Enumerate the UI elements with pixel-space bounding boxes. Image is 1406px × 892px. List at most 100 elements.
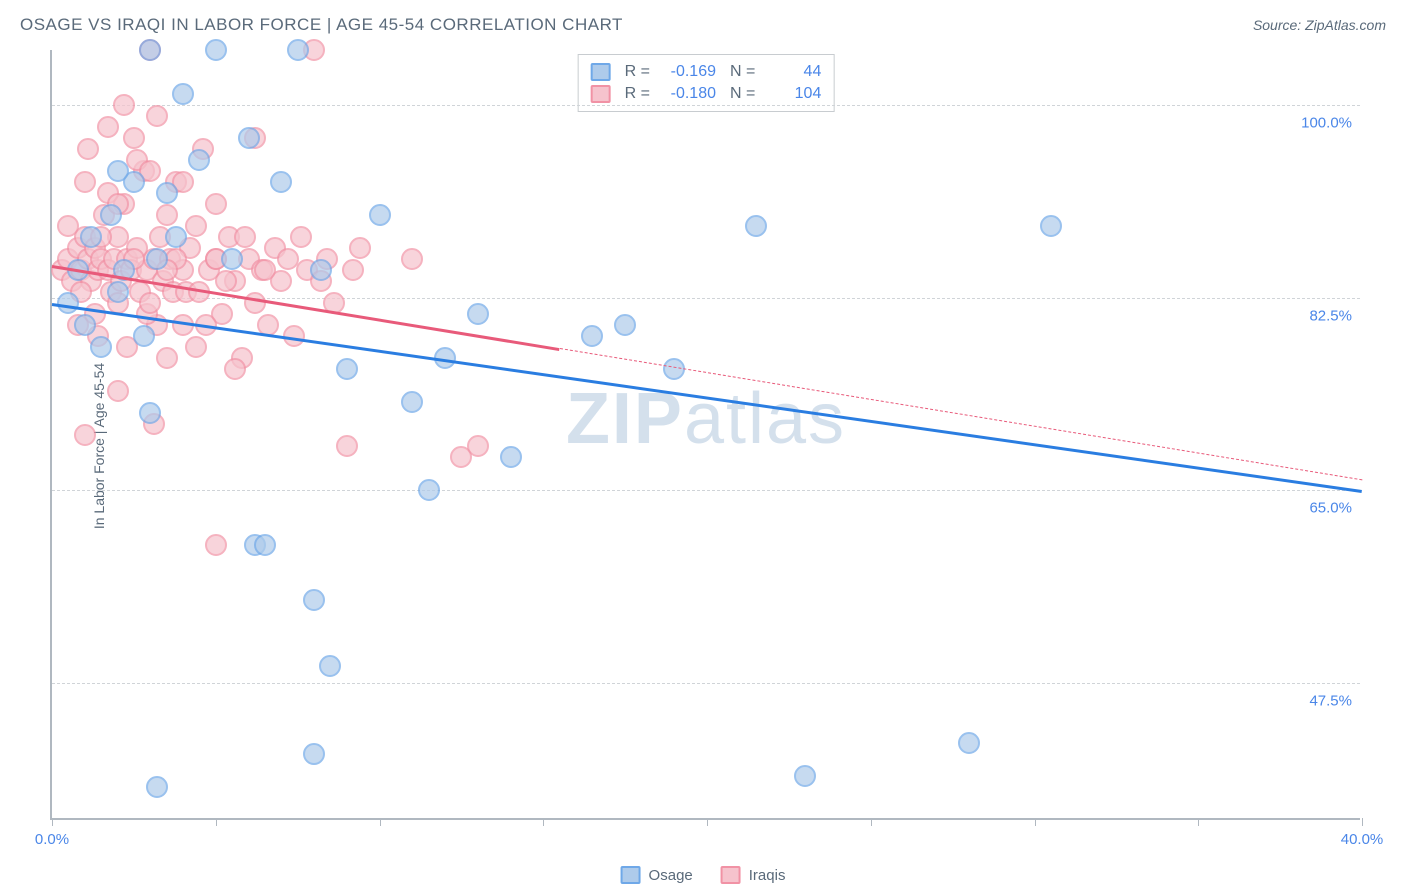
- scatter-point: [133, 325, 155, 347]
- scatter-point: [270, 171, 292, 193]
- stat-r-label: R =: [625, 85, 650, 103]
- source-attribution: Source: ZipAtlas.com: [1253, 17, 1386, 33]
- plot-area: ZIPatlas R =-0.169N =44R =-0.180N =104 4…: [50, 50, 1360, 820]
- bottom-legend: Osage Iraqis: [621, 866, 786, 884]
- watermark: ZIPatlas: [566, 378, 846, 460]
- bottom-legend-item: Iraqis: [721, 866, 786, 884]
- scatter-point: [113, 94, 135, 116]
- scatter-point: [185, 336, 207, 358]
- scatter-point: [205, 193, 227, 215]
- legend-label: Iraqis: [749, 867, 786, 884]
- stat-n-label: N =: [730, 63, 755, 81]
- scatter-point: [349, 237, 371, 259]
- stat-n-value: 104: [769, 85, 821, 103]
- scatter-point: [1040, 215, 1062, 237]
- x-tick: [52, 818, 53, 826]
- scatter-point: [146, 105, 168, 127]
- gridline-h: [52, 683, 1360, 684]
- scatter-point: [107, 160, 129, 182]
- scatter-point: [467, 435, 489, 457]
- x-tick: [1362, 818, 1363, 826]
- scatter-point: [254, 259, 276, 281]
- scatter-point: [74, 314, 96, 336]
- legend-stats-row: R =-0.169N =44: [591, 61, 822, 83]
- scatter-point: [205, 39, 227, 61]
- scatter-point: [369, 204, 391, 226]
- scatter-point: [224, 358, 246, 380]
- scatter-point: [57, 292, 79, 314]
- legend-swatch: [591, 85, 611, 103]
- x-tick: [1198, 818, 1199, 826]
- scatter-point: [401, 391, 423, 413]
- legend-swatch: [621, 866, 641, 884]
- x-tick: [707, 818, 708, 826]
- x-tick-label: 0.0%: [35, 831, 69, 848]
- scatter-point: [156, 204, 178, 226]
- scatter-point: [418, 479, 440, 501]
- scatter-point: [254, 534, 276, 556]
- scatter-point: [290, 226, 312, 248]
- scatter-point: [745, 215, 767, 237]
- x-tick: [216, 818, 217, 826]
- scatter-point: [123, 127, 145, 149]
- scatter-point: [342, 259, 364, 281]
- scatter-point: [77, 138, 99, 160]
- legend-label: Osage: [649, 867, 693, 884]
- scatter-point: [97, 116, 119, 138]
- stat-r-value: -0.180: [664, 85, 716, 103]
- stat-n-label: N =: [730, 85, 755, 103]
- scatter-point: [74, 424, 96, 446]
- scatter-point: [958, 732, 980, 754]
- scatter-point: [156, 347, 178, 369]
- scatter-point: [238, 127, 260, 149]
- scatter-point: [80, 226, 102, 248]
- scatter-point: [107, 281, 129, 303]
- stat-r-value: -0.169: [664, 63, 716, 81]
- scatter-point: [139, 402, 161, 424]
- gridline-h: [52, 490, 1360, 491]
- x-tick: [871, 818, 872, 826]
- x-tick: [543, 818, 544, 826]
- scatter-point: [794, 765, 816, 787]
- legend-stats-box: R =-0.169N =44R =-0.180N =104: [578, 54, 835, 112]
- scatter-point: [165, 226, 187, 248]
- y-tick-label: 82.5%: [1309, 307, 1352, 324]
- y-tick-label: 65.0%: [1309, 500, 1352, 517]
- scatter-point: [500, 446, 522, 468]
- scatter-point: [139, 292, 161, 314]
- x-tick-label: 40.0%: [1341, 831, 1384, 848]
- scatter-point: [336, 358, 358, 380]
- scatter-point: [90, 336, 112, 358]
- scatter-point: [287, 39, 309, 61]
- trend-line: [52, 303, 1362, 493]
- scatter-point: [581, 325, 603, 347]
- scatter-point: [107, 380, 129, 402]
- scatter-point: [185, 215, 207, 237]
- scatter-point: [234, 226, 256, 248]
- legend-swatch: [591, 63, 611, 81]
- scatter-point: [172, 83, 194, 105]
- scatter-point: [215, 270, 237, 292]
- scatter-point: [205, 534, 227, 556]
- scatter-point: [74, 171, 96, 193]
- scatter-point: [146, 776, 168, 798]
- stat-r-label: R =: [625, 63, 650, 81]
- chart-title: OSAGE VS IRAQI IN LABOR FORCE | AGE 45-5…: [20, 15, 623, 35]
- scatter-point: [146, 248, 168, 270]
- title-bar: OSAGE VS IRAQI IN LABOR FORCE | AGE 45-5…: [20, 15, 1386, 35]
- scatter-point: [303, 589, 325, 611]
- scatter-point: [303, 743, 325, 765]
- scatter-point: [277, 248, 299, 270]
- bottom-legend-item: Osage: [621, 866, 693, 884]
- scatter-point: [188, 149, 210, 171]
- scatter-point: [467, 303, 489, 325]
- y-tick-label: 100.0%: [1301, 115, 1352, 132]
- scatter-point: [336, 435, 358, 457]
- scatter-point: [244, 292, 266, 314]
- scatter-point: [156, 182, 178, 204]
- scatter-point: [401, 248, 423, 270]
- scatter-point: [319, 655, 341, 677]
- scatter-point: [310, 259, 332, 281]
- gridline-h: [52, 105, 1360, 106]
- x-tick: [1035, 818, 1036, 826]
